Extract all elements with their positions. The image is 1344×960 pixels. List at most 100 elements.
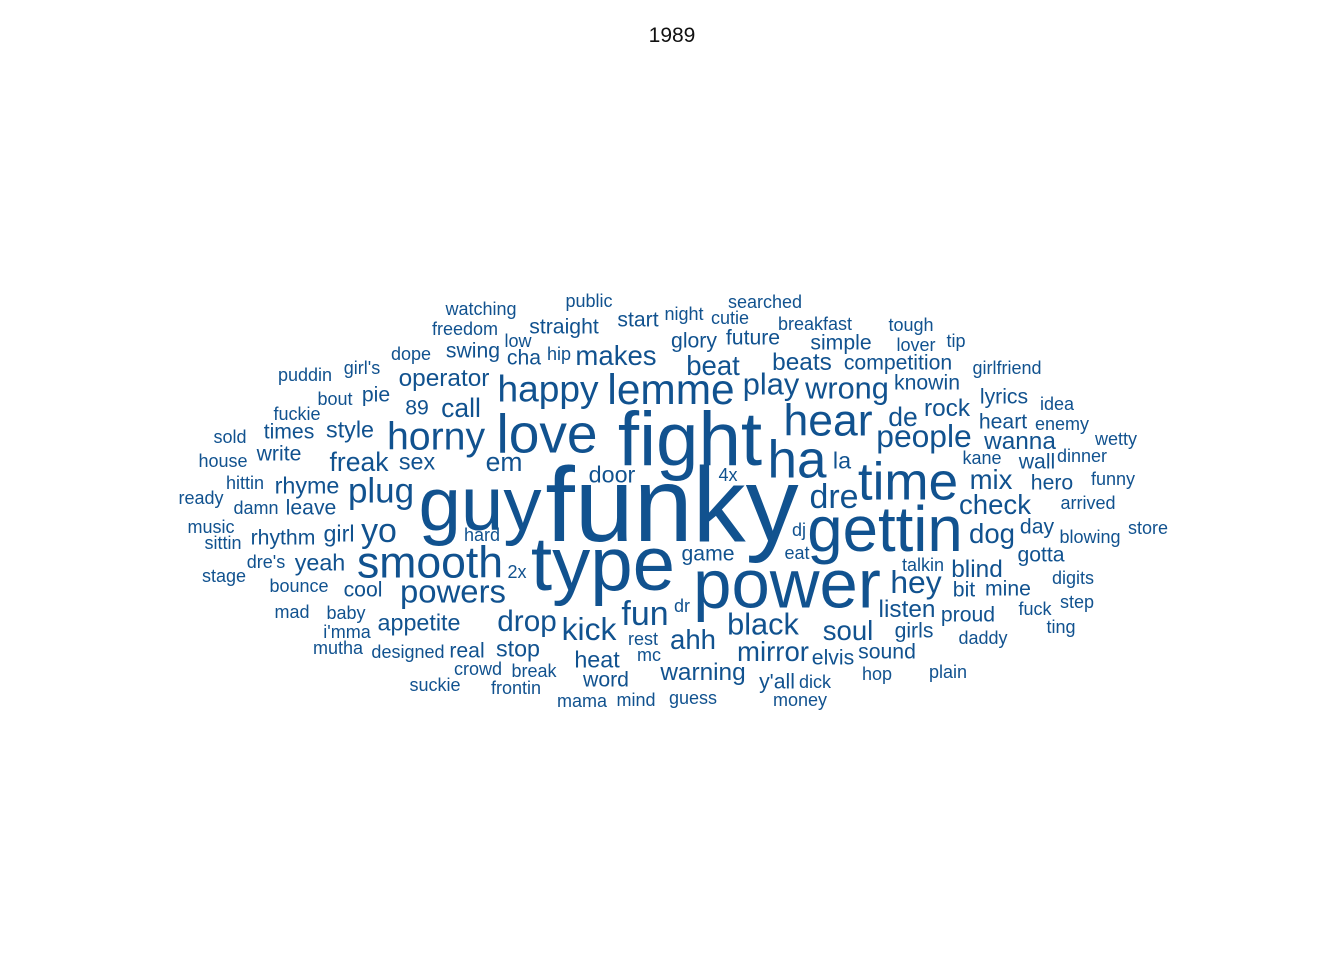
word-cloud-word: kane: [962, 447, 1002, 468]
word-cloud-word: hard: [463, 524, 501, 545]
word-cloud-word: proud: [940, 603, 996, 627]
word-cloud-word: plain: [928, 661, 968, 682]
word-cloud-word: 89: [405, 396, 429, 420]
word-cloud-word: stop: [495, 635, 541, 662]
word-cloud-word: hey: [890, 564, 942, 601]
word-cloud-word: funky: [545, 446, 799, 564]
word-cloud-word: straight: [529, 315, 599, 339]
word-cloud-word: sound: [858, 640, 916, 664]
word-cloud-word: de: [888, 401, 918, 432]
word-cloud-word: dick: [798, 671, 832, 692]
word-cloud-word: heat: [574, 646, 620, 673]
word-cloud-word: house: [198, 450, 248, 471]
word-cloud-word: dog: [969, 518, 1015, 550]
word-cloud-word: night: [664, 303, 704, 324]
word-cloud-word: rock: [923, 394, 971, 422]
word-cloud-word: mutha: [312, 637, 364, 658]
word-cloud-word: future: [725, 326, 781, 350]
word-cloud-word: daddy: [958, 627, 1008, 648]
word-cloud-word: write: [256, 442, 302, 466]
word-cloud-word: soul: [822, 615, 874, 647]
word-cloud-word: break: [511, 660, 557, 681]
word-cloud-word: girl's: [343, 357, 381, 378]
word-cloud-word: operator: [398, 364, 490, 392]
word-cloud-word: game: [681, 542, 735, 566]
word-cloud-word: girls: [894, 619, 934, 643]
word-cloud-word: swing: [445, 339, 501, 363]
word-cloud-word: store: [1127, 517, 1169, 538]
word-cloud-word: wall: [1018, 450, 1056, 474]
word-cloud-word: hear: [783, 396, 873, 446]
word-cloud-word: power: [693, 545, 881, 623]
word-cloud-word: mad: [274, 601, 310, 622]
word-cloud-word: dope: [390, 343, 432, 364]
word-cloud-word: people: [876, 418, 972, 455]
word-cloud-word: appetite: [377, 609, 461, 636]
word-cloud-word: crowd: [453, 658, 503, 679]
word-cloud-word: mc: [636, 644, 662, 665]
word-cloud-word: mind: [616, 689, 656, 710]
word-cloud-word: time: [857, 452, 959, 512]
word-cloud-word: leave: [285, 496, 337, 520]
word-cloud-word: funny: [1090, 468, 1136, 489]
word-cloud-word: tough: [888, 314, 934, 335]
word-cloud-word: bit: [952, 578, 976, 602]
word-cloud-word: smooth: [357, 538, 503, 588]
word-cloud-word: cha: [506, 346, 542, 370]
word-cloud-word: start: [617, 308, 659, 332]
word-cloud-word: frontin: [490, 677, 542, 698]
word-cloud-word: low: [504, 330, 532, 351]
word-cloud-word: em: [485, 446, 523, 477]
word-cloud-word: searched: [727, 291, 803, 312]
word-cloud-word: puddin: [277, 364, 333, 385]
word-cloud-word: talkin: [901, 554, 945, 575]
word-cloud-word: stage: [201, 565, 247, 586]
word-cloud-word: competition: [843, 351, 953, 375]
word-cloud-word: bout: [317, 388, 353, 409]
word-cloud-word: elvis: [811, 646, 855, 670]
word-cloud-word: door: [588, 461, 636, 488]
word-cloud-word: la: [832, 447, 852, 474]
word-cloud-word: ahh: [670, 624, 716, 656]
word-cloud-word: kick: [561, 611, 617, 648]
word-cloud-word: dr: [673, 595, 691, 616]
word-cloud-word: wrong: [805, 370, 889, 406]
word-cloud-word: eat: [784, 542, 810, 563]
word-cloud-word: style: [326, 416, 374, 443]
word-cloud-word: lover: [896, 334, 936, 355]
word-cloud-word: gotta: [1017, 543, 1065, 567]
word-cloud-word: dinner: [1056, 445, 1108, 466]
word-cloud-word: y'all: [759, 670, 795, 694]
word-cloud-word: bounce: [269, 575, 329, 596]
word-cloud-word: warning: [660, 658, 746, 686]
word-cloud-word: heart: [978, 410, 1028, 434]
word-cloud-word: idea: [1039, 393, 1075, 414]
word-cloud-word: fun: [621, 595, 669, 634]
chart-title: 1989: [648, 24, 696, 47]
word-cloud-word: ready: [178, 487, 224, 508]
word-cloud-word: 2x: [507, 561, 527, 582]
word-cloud-word: mix: [969, 464, 1013, 496]
word-cloud-word: plug: [347, 471, 415, 511]
word-cloud-word: guy: [418, 461, 542, 547]
word-cloud-word: wetty: [1094, 428, 1138, 449]
word-cloud-word: fuckie: [273, 403, 321, 424]
word-cloud-word: knowin: [894, 371, 960, 395]
word-cloud-word: i'mma: [323, 621, 371, 642]
word-cloud-word: sold: [213, 426, 247, 447]
word-cloud-word: mine: [985, 577, 1031, 601]
word-cloud-word: cutie: [710, 307, 750, 328]
word-cloud-word: word: [583, 668, 629, 692]
word-cloud-word: arrived: [1060, 492, 1116, 513]
word-cloud-word: sittin: [204, 532, 242, 553]
word-cloud-word: gettin: [807, 494, 963, 566]
word-cloud-word: freak: [329, 446, 389, 477]
word-cloud-word: enemy: [1034, 413, 1090, 434]
word-cloud-word: lyrics: [979, 385, 1029, 409]
word-cloud-word: suckie: [409, 674, 461, 695]
word-cloud-word: happy: [497, 367, 599, 410]
word-cloud-word: rhyme: [274, 472, 340, 499]
word-cloud-word: lemme: [607, 365, 735, 413]
word-cloud-word: times: [263, 420, 315, 444]
word-cloud-word: horny: [386, 414, 486, 459]
